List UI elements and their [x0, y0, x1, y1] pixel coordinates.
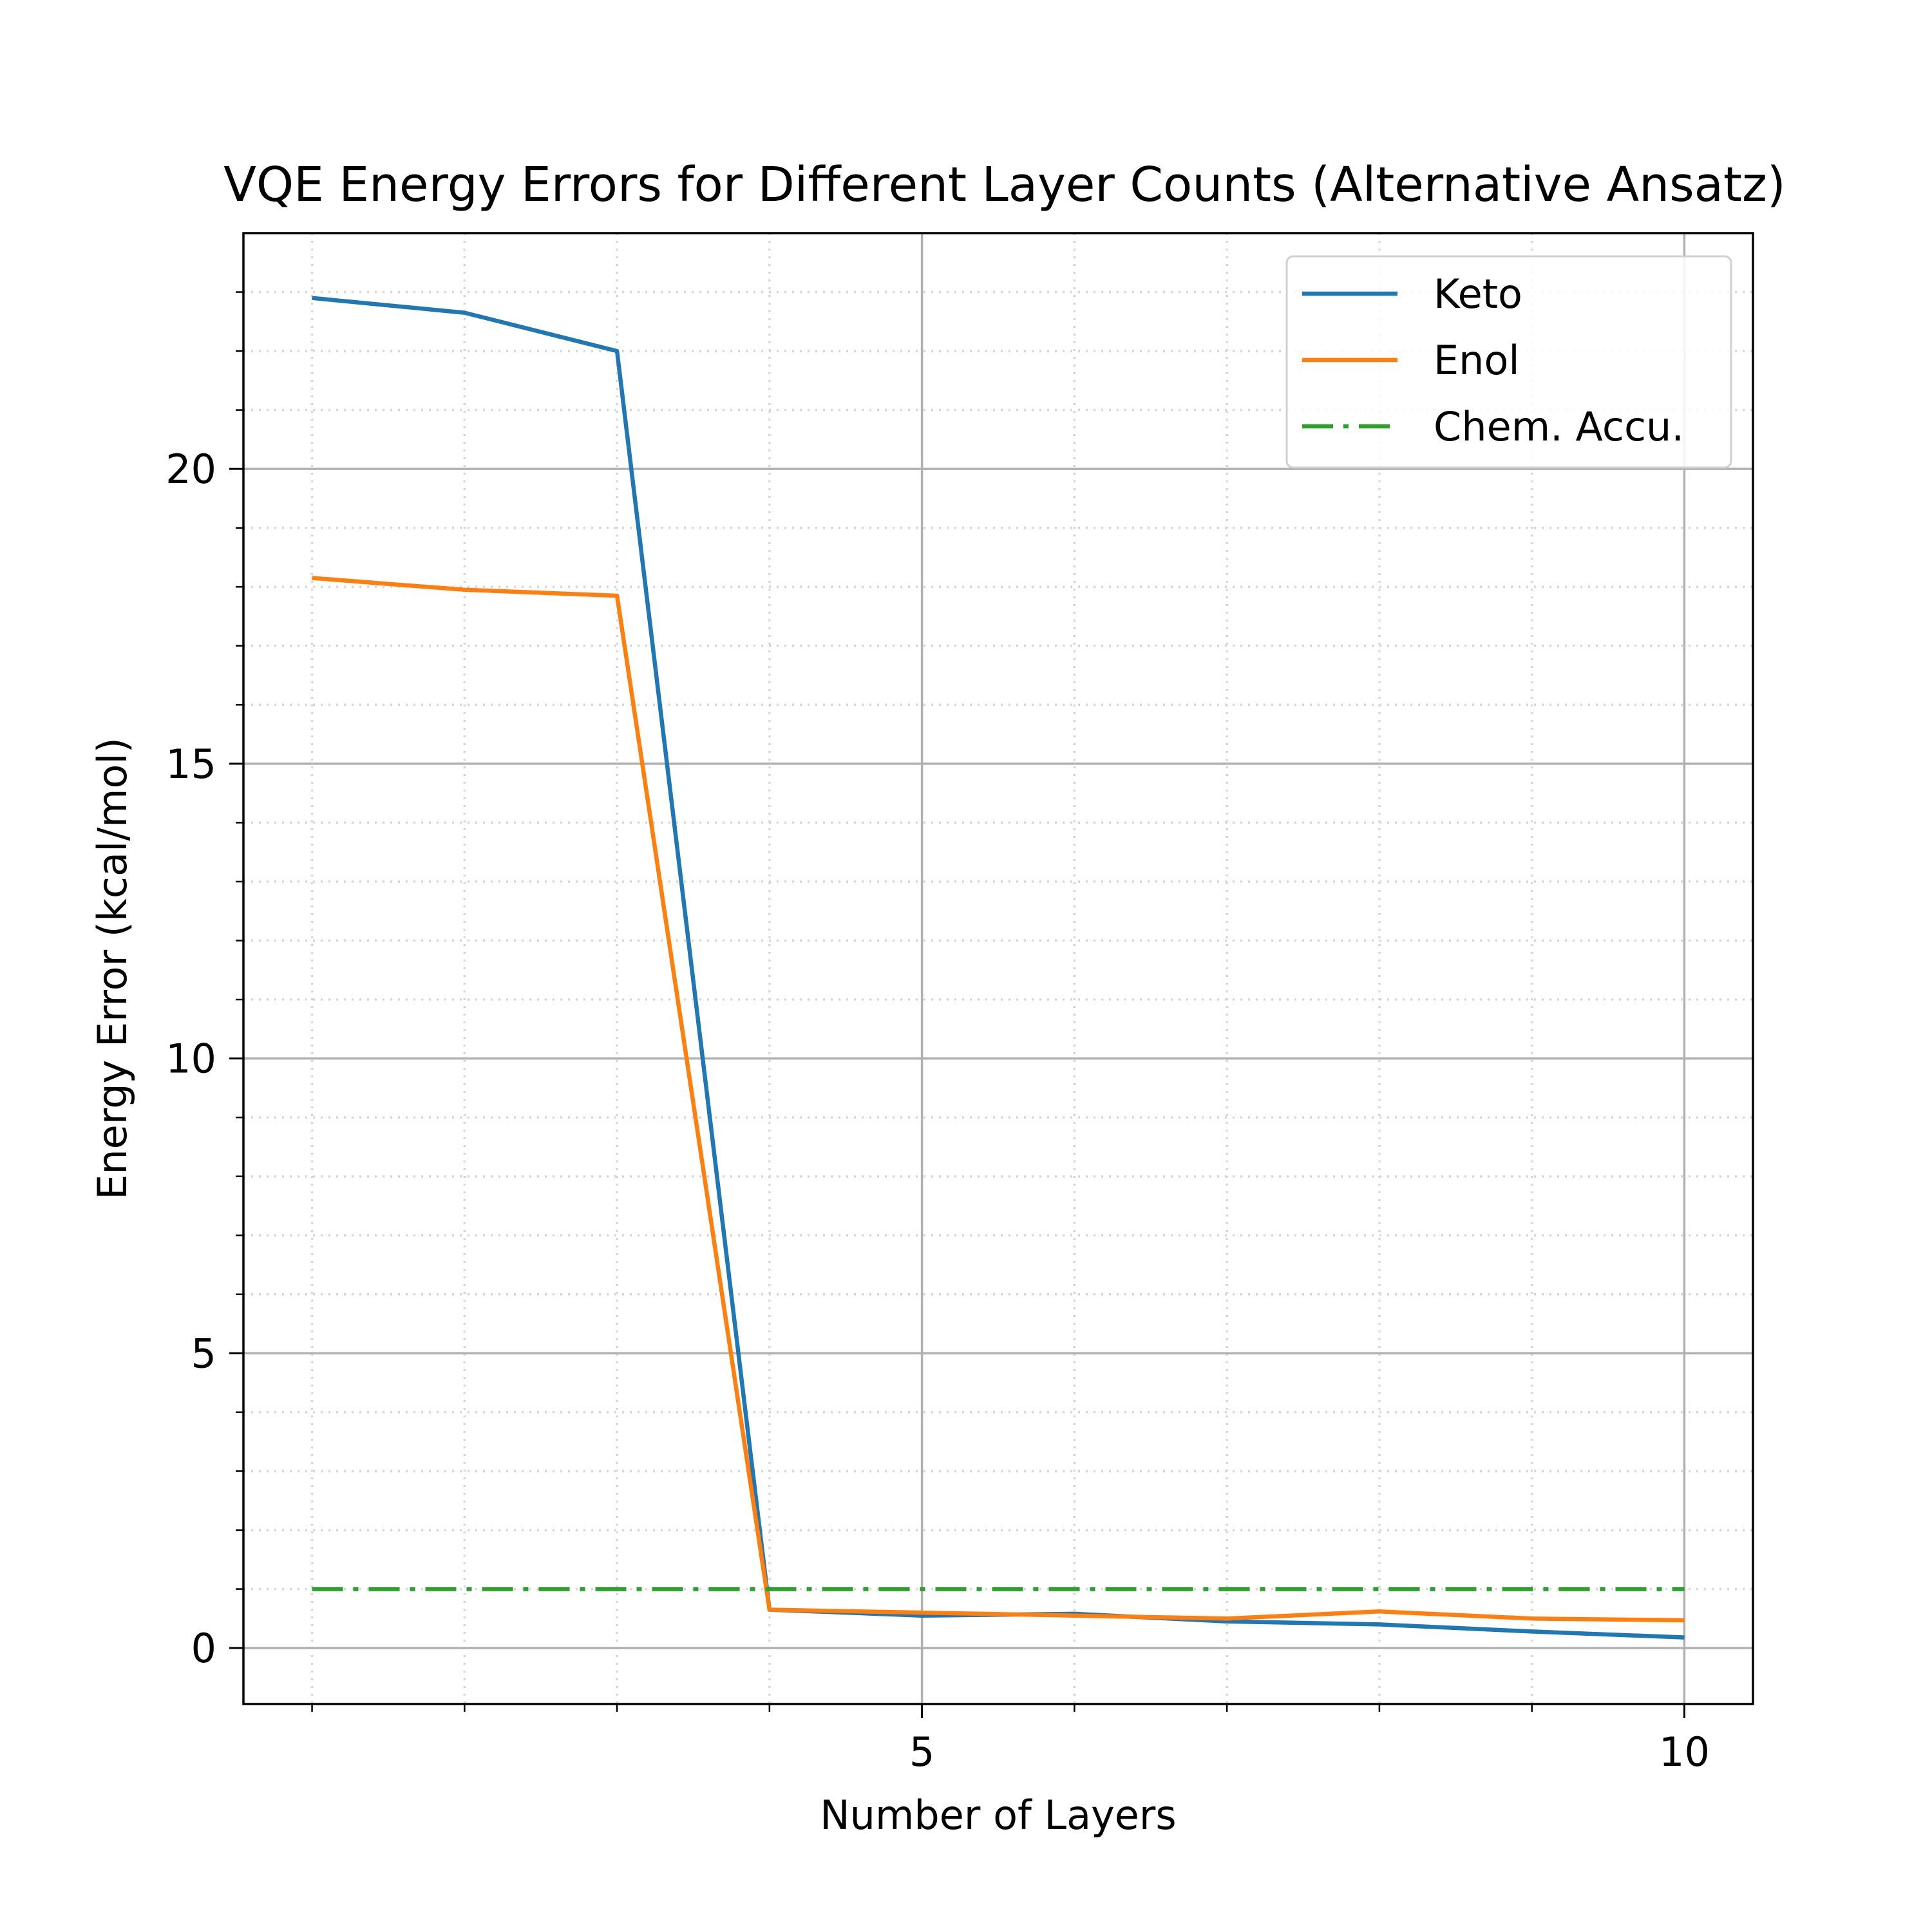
- y-tick-label: 15: [166, 741, 216, 788]
- chart-title: VQE Energy Errors for Different Layer Co…: [223, 157, 1786, 213]
- series-line-enol: [312, 576, 1685, 1623]
- y-axis-label: Energy Error (kcal/mol): [89, 737, 136, 1200]
- y-tick-label: 5: [191, 1330, 216, 1377]
- series-lines: [312, 296, 1685, 1640]
- plot-frame: [242, 232, 1754, 1705]
- grid: [243, 233, 1753, 1704]
- legend-label: Enol: [1434, 337, 1520, 384]
- legend-box: [1285, 255, 1732, 469]
- x-tick-label: 5: [909, 1728, 934, 1776]
- y-tick-label: 10: [166, 1036, 216, 1083]
- y-tick-label: 20: [166, 446, 216, 493]
- x-axis-label: Number of Layers: [820, 1792, 1176, 1839]
- x-tick-label: 10: [1659, 1728, 1710, 1776]
- legend: Keto Enol Chem. Accu.: [1285, 255, 1732, 469]
- legend-label: Chem. Accu.: [1434, 403, 1684, 450]
- ticks: 5 10 0 5 10 15 20: [166, 291, 1710, 1776]
- legend-label: Keto: [1434, 270, 1522, 317]
- y-tick-label: 0: [191, 1625, 216, 1672]
